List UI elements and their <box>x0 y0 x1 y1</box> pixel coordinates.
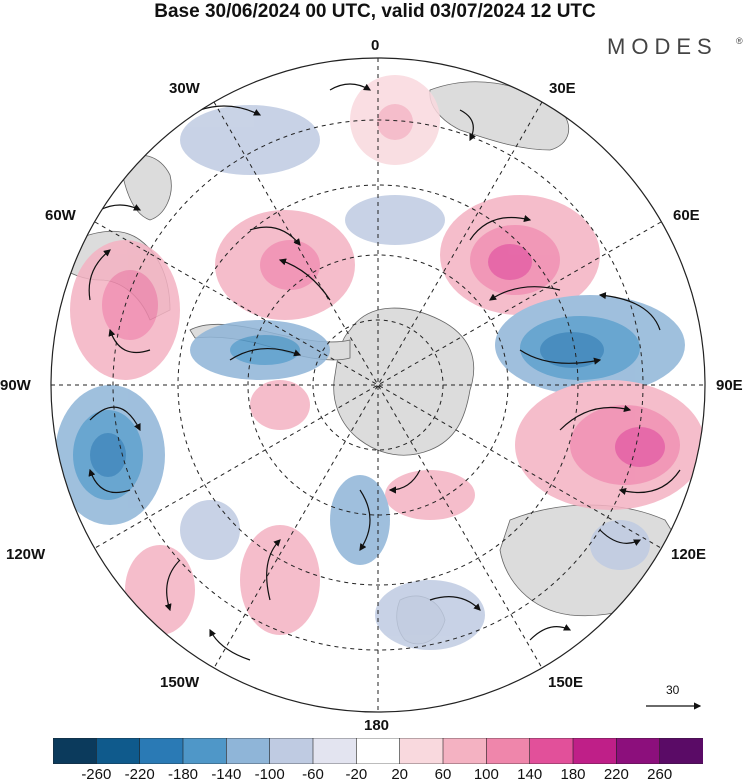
blob-sa-positive-core <box>102 270 158 340</box>
blob-amund-negative-core <box>230 335 300 365</box>
colorbar-bin <box>53 738 97 764</box>
blob-pac-positive-2 <box>125 545 195 635</box>
map-boundary <box>50 57 706 713</box>
colorbar-bin <box>529 738 574 764</box>
lon-label-90w: 90W <box>0 377 31 394</box>
colorbar-tick-label: 220 <box>603 766 629 783</box>
colorbar-tick-label: 100 <box>473 766 499 783</box>
wind-scale-label: 30 <box>666 683 680 697</box>
blob-ross-negative <box>330 475 390 565</box>
colorbar-bin <box>182 738 227 764</box>
blob-center-negative <box>345 195 445 245</box>
blob-tasman-negative <box>590 520 650 570</box>
wind-vectors <box>88 83 681 661</box>
brand-registered-mark: ® <box>736 36 743 46</box>
colorbar-bin <box>356 738 401 764</box>
africa-shape <box>429 81 570 151</box>
colorbar-tick-label: -20 <box>345 766 368 783</box>
colorbar-bin <box>399 738 444 764</box>
lon-label-30e: 30E <box>549 80 576 97</box>
lon-label-90e: 90E <box>716 377 743 394</box>
south-america-upper-shape <box>119 154 172 221</box>
blob-aus-positive-core <box>615 427 665 467</box>
colorbar-tick-label: 140 <box>517 766 543 783</box>
colorbar-bin <box>572 738 617 764</box>
colorbar-bin <box>486 738 531 764</box>
colorbar-bin <box>616 738 661 764</box>
lon-label-60e: 60E <box>673 207 700 224</box>
lon-label-60w: 60W <box>45 207 76 224</box>
colorbar-bin <box>96 738 141 764</box>
lon-label-150e: 150E <box>548 674 584 691</box>
graticule <box>51 58 705 712</box>
blob-south-positive <box>385 470 475 520</box>
blob-ind-positive-core <box>488 244 532 280</box>
lon-label-180: 180 <box>364 717 390 734</box>
lon-label-150w: 150W <box>160 674 200 691</box>
blob-east-negative-core <box>540 332 604 368</box>
colorbar-tick-label: 260 <box>647 766 673 783</box>
blob-atl-positive-core <box>377 104 413 140</box>
blob-wed-positive-core <box>260 240 320 290</box>
brand-logo: MODES <box>607 34 718 59</box>
blob-pac-negative-2 <box>180 500 240 560</box>
antarctica-shape <box>333 307 474 456</box>
colorbar-tick-label: -180 <box>167 766 199 783</box>
lon-label-120e: 120E <box>671 546 707 563</box>
blob-pac-positive <box>240 525 320 635</box>
blob-pac-negative-core <box>90 433 126 477</box>
colorbar-tick-label: -60 <box>302 766 324 783</box>
colorbar-bin <box>312 738 357 764</box>
colorbar-tick-label: -260 <box>81 766 112 783</box>
colorbar-bin <box>659 738 703 764</box>
colorbar-tick-label: -220 <box>124 766 155 783</box>
colorbar-tick-label: -100 <box>254 766 285 783</box>
colorbar-tick-label: 20 <box>391 766 408 783</box>
colorbar-bin <box>139 738 184 764</box>
blob-pac-positive-3 <box>250 380 310 430</box>
lon-label-120w: 120W <box>6 546 46 563</box>
lon-label-0: 0 <box>371 37 380 54</box>
colorbar-bin <box>269 738 314 764</box>
colorbar <box>53 738 703 764</box>
colorbar-bin <box>442 738 487 764</box>
colorbar-tick-label: -140 <box>211 766 242 783</box>
colorbar-bin <box>226 738 271 764</box>
blob-atl-negative <box>180 105 320 175</box>
colorbar-tick-label: 180 <box>560 766 586 783</box>
lon-label-30w: 30W <box>169 80 200 97</box>
blob-ross-sea-negative <box>375 580 485 650</box>
map-title: Base 30/06/2024 00 UTC, valid 03/07/2024… <box>154 1 596 22</box>
colorbar-tick-label: 60 <box>434 766 452 783</box>
